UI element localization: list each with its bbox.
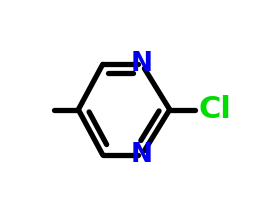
Text: Cl: Cl xyxy=(198,95,231,124)
Text: N: N xyxy=(131,142,153,168)
Text: N: N xyxy=(131,51,153,77)
